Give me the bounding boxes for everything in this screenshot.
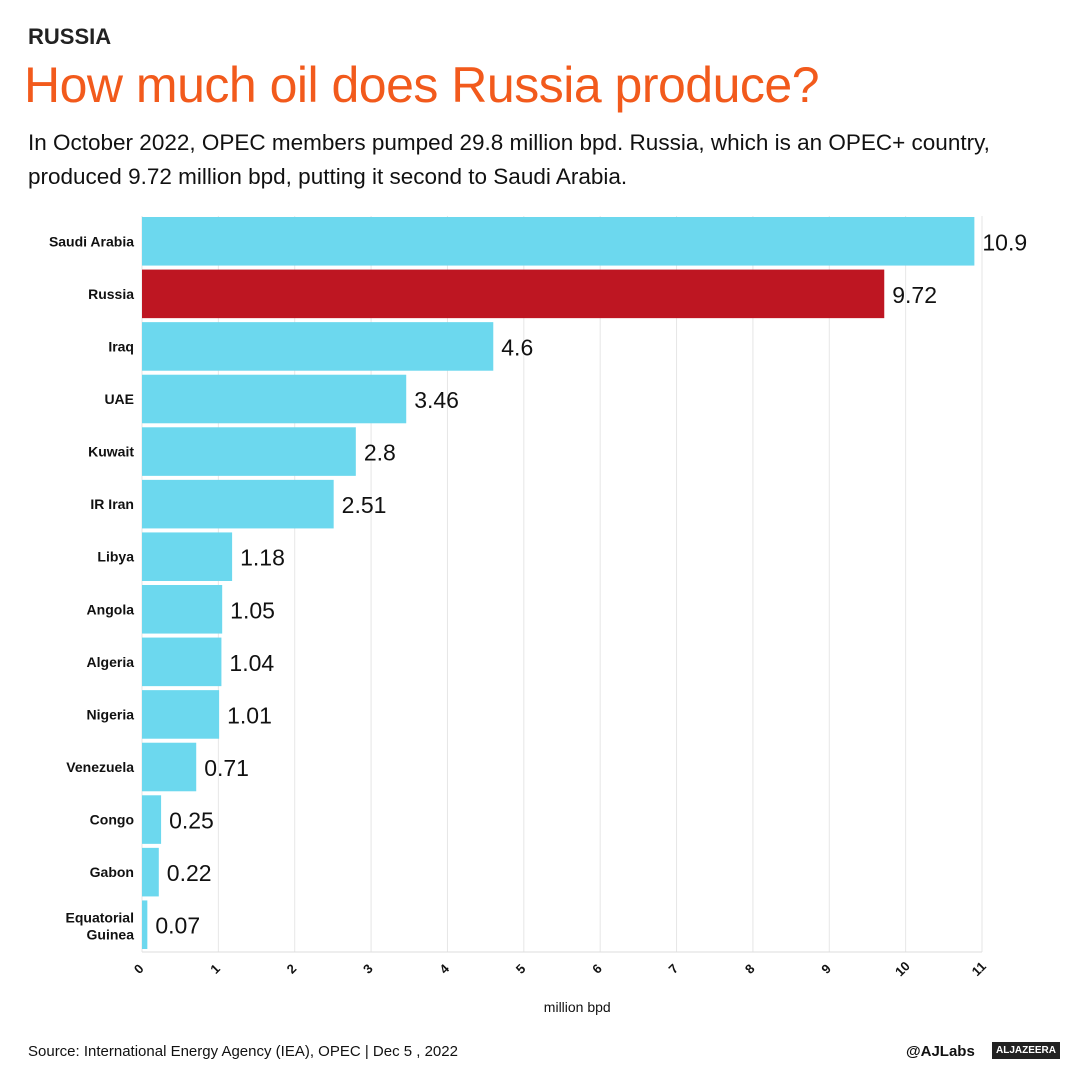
category-label: Guinea [87,927,135,943]
data-label: 3.46 [414,387,459,413]
x-tick-label: 5 [513,961,529,977]
bar [142,690,220,739]
bar [142,217,975,266]
category-label: Angola [87,601,135,617]
data-label: 10.9 [982,229,1027,255]
data-label: 2.51 [342,492,387,518]
bar [142,479,334,529]
category-label: Algeria [87,654,135,670]
x-axis-title: million bpd [544,999,611,1015]
category-label: Libya [97,549,134,565]
data-label: 9.72 [892,282,937,308]
bar [142,322,494,371]
bar [142,269,885,319]
category-label: Iraq [108,338,134,354]
bar [142,637,222,687]
bar [142,532,233,581]
bar [142,795,162,844]
data-label: 0.07 [155,913,200,939]
x-tick-label: 1 [207,961,223,977]
data-label: 1.01 [227,702,272,728]
category-label: Gabon [90,864,134,880]
data-label: 0.71 [204,755,249,781]
data-label: 4.6 [501,334,533,360]
data-label: 0.22 [167,860,212,886]
category-label: Equatorial [66,910,134,926]
bar [142,374,407,424]
x-tick-label: 6 [589,961,605,977]
data-label: 0.25 [169,808,214,834]
x-tick-label: 7 [666,961,682,977]
category-label: Saudi Arabia [49,233,134,249]
x-tick-label: 2 [284,961,300,977]
bar [142,427,356,476]
category-label: IR Iran [90,496,134,512]
category-label: UAE [104,391,134,407]
handle: @AJLabs [906,1043,975,1060]
data-label: 1.04 [229,650,274,676]
aljazeera-logo: ALJAZEERA [992,1042,1061,1059]
x-tick-label: 9 [818,961,834,977]
x-tick-label: 4 [436,960,452,976]
bar [142,585,223,634]
x-tick-label: 3 [360,961,376,977]
bar [142,847,159,897]
x-tick-label: 0 [131,961,147,977]
x-tick-label: 8 [742,961,758,977]
category-label: Venezuela [66,759,134,775]
x-tick-label: 11 [969,959,989,979]
kicker: RUSSIA [28,24,112,49]
data-label: 1.05 [230,597,275,623]
category-label: Congo [90,812,134,828]
source-note: Source: International Energy Agency (IEA… [28,1043,458,1060]
category-label: Kuwait [88,444,134,460]
page-title: How much oil does Russia produce? [24,57,820,113]
data-label: 2.8 [364,440,396,466]
x-tick-label: 10 [892,958,913,979]
data-label: 1.18 [240,545,285,571]
bar [142,742,197,792]
subtitle: In October 2022, OPEC members pumped 29.… [28,130,990,189]
bar [142,900,148,949]
category-label: Nigeria [87,706,135,722]
category-label: Russia [88,286,134,302]
